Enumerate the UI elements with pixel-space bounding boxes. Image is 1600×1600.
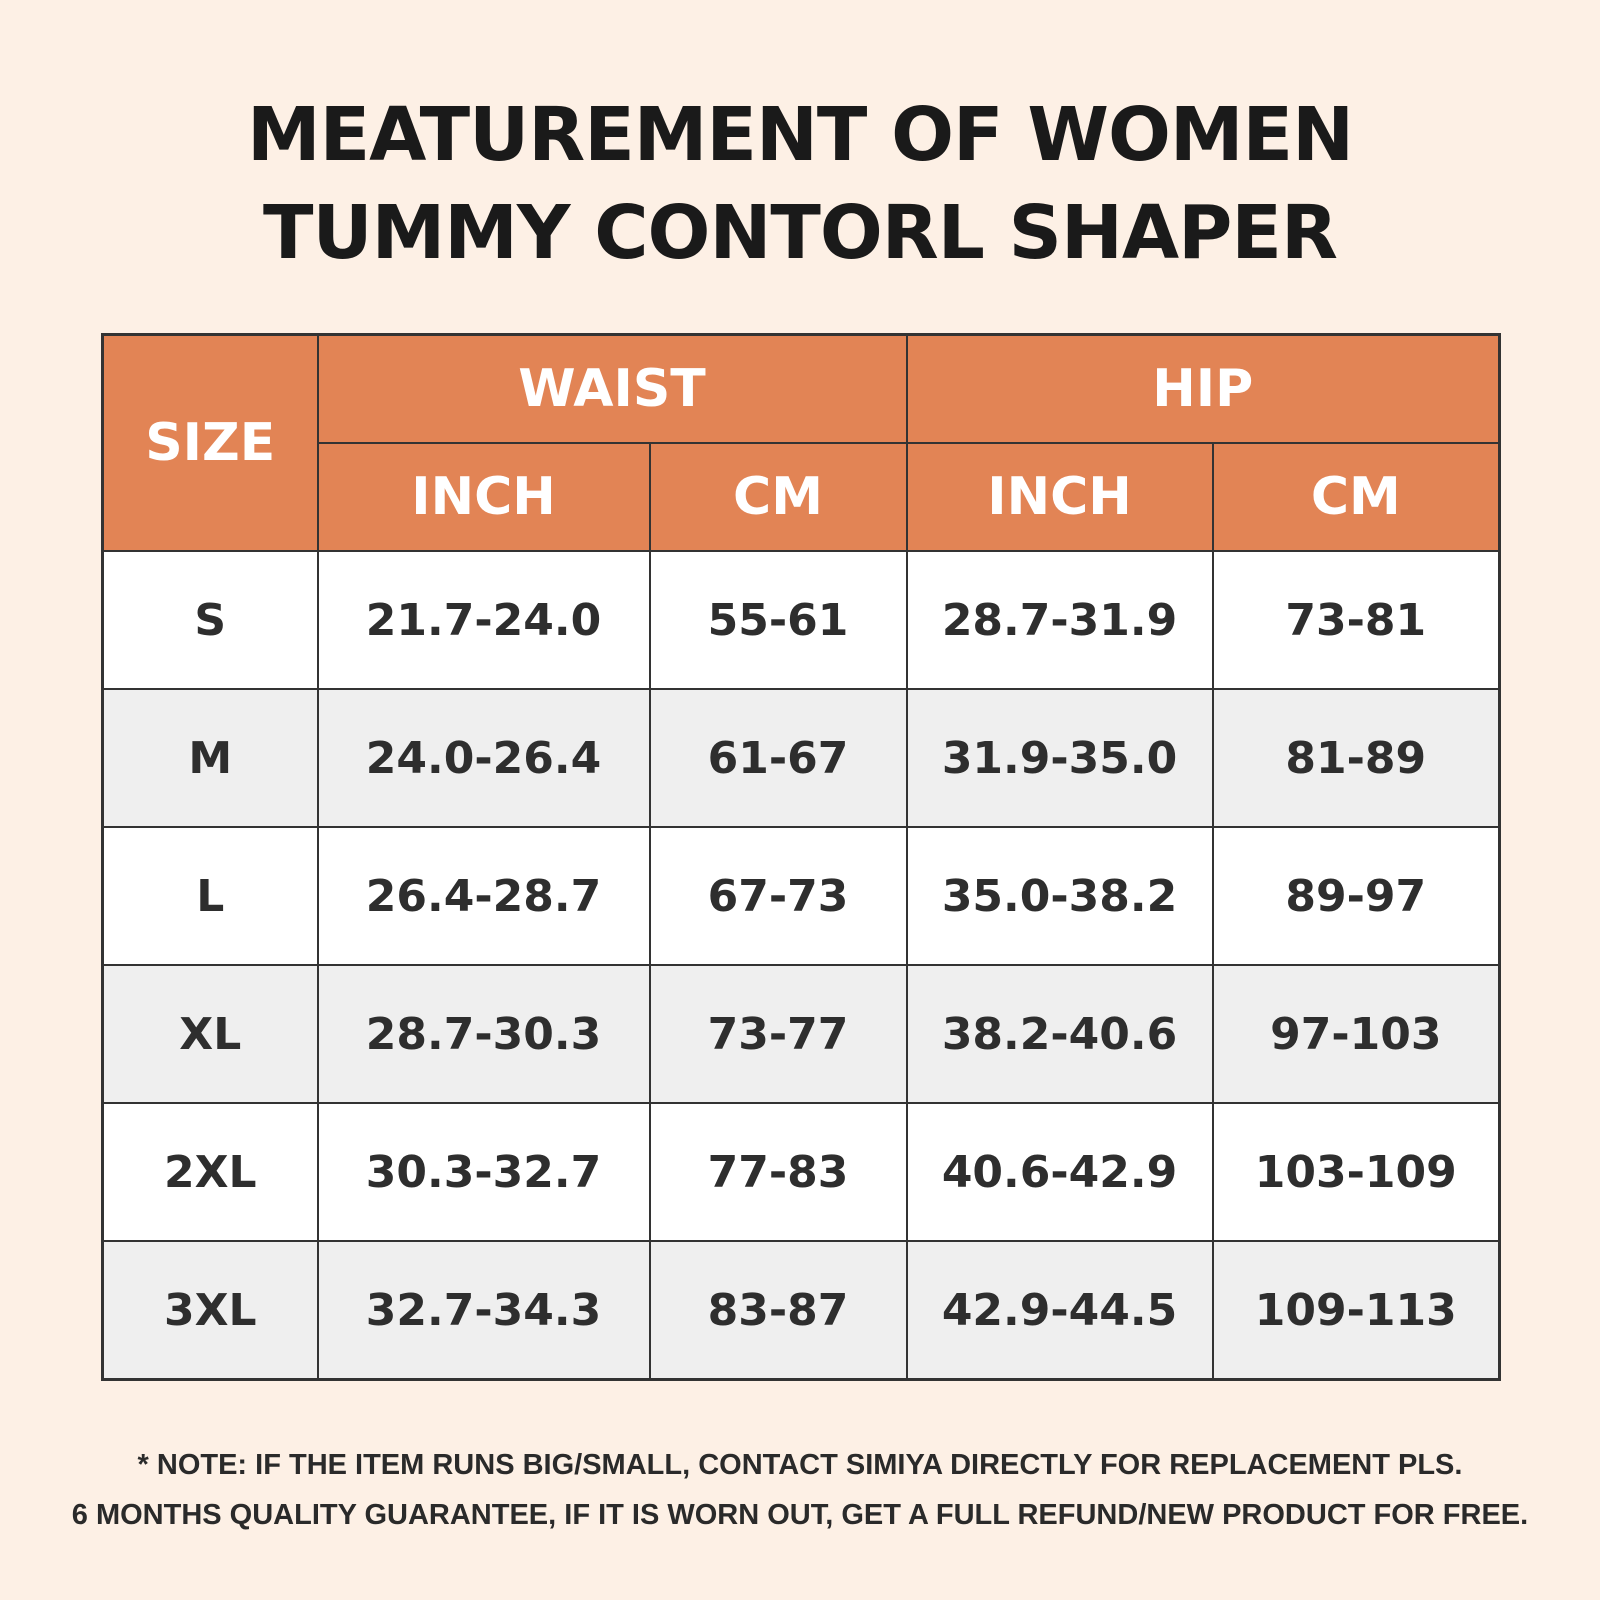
- table-row: XL 28.7-30.3 73-77 38.2-40.6 97-103: [101, 964, 1501, 1104]
- cell-size: 3XL: [101, 1240, 319, 1381]
- header-waist-inch: INCH: [316, 442, 651, 552]
- header-hip-inch: INCH: [905, 442, 1214, 552]
- cell-waist-cm: 73-77: [648, 964, 908, 1104]
- cell-hip-inch: 28.7-31.9: [905, 550, 1214, 690]
- table-row: L 26.4-28.7 67-73 35.0-38.2 89-97: [101, 826, 1501, 966]
- title-line-2: TUMMY CONTORL SHAPER: [263, 190, 1338, 276]
- cell-hip-inch: 35.0-38.2: [905, 826, 1214, 966]
- note-line-2: 6 MONTHS QUALITY GUARANTEE, IF IT IS WOR…: [71, 1499, 1529, 1531]
- header-row-groups: SIZE WAIST HIP: [101, 333, 1501, 552]
- cell-size: M: [101, 688, 319, 828]
- cell-waist-cm: 83-87: [648, 1240, 908, 1381]
- header-size: SIZE: [101, 333, 319, 552]
- header-row-units: INCH CM INCH CM: [103, 442, 1501, 552]
- cell-size: XL: [101, 964, 319, 1104]
- table-row: M 24.0-26.4 61-67 31.9-35.0 81-89: [101, 688, 1501, 828]
- title-line-1: MEATUREMENT OF WOMEN: [246, 92, 1354, 178]
- cell-hip-cm: 89-97: [1211, 826, 1501, 966]
- cell-waist-inch: 28.7-30.3: [316, 964, 651, 1104]
- note-line-1: * NOTE: IF THE ITEM RUNS BIG/SMALL, CONT…: [137, 1449, 1463, 1481]
- cell-hip-cm: 97-103: [1211, 964, 1501, 1104]
- cell-waist-inch: 21.7-24.0: [316, 550, 651, 690]
- header-hip-cm: CM: [1211, 442, 1501, 552]
- cell-hip-cm: 81-89: [1211, 688, 1501, 828]
- table-row: 3XL 32.7-34.3 83-87 42.9-44.5 109-113: [101, 1240, 1501, 1381]
- header-waist: WAIST: [316, 333, 908, 444]
- cell-waist-cm: 77-83: [648, 1102, 908, 1242]
- table-row: 2XL 30.3-32.7 77-83 40.6-42.9 103-109: [101, 1102, 1501, 1242]
- cell-size: L: [101, 826, 319, 966]
- cell-waist-cm: 61-67: [648, 688, 908, 828]
- cell-hip-inch: 42.9-44.5: [905, 1240, 1214, 1381]
- cell-waist-cm: 55-61: [648, 550, 908, 690]
- size-chart-table: SIZE WAIST HIP INCH CM INCH CM S 21.7-24…: [101, 333, 1502, 1381]
- header-waist-cm: CM: [648, 442, 908, 552]
- cell-hip-inch: 40.6-42.9: [905, 1102, 1214, 1242]
- cell-waist-cm: 67-73: [648, 826, 908, 966]
- cell-waist-inch: 24.0-26.4: [316, 688, 651, 828]
- cell-hip-cm: 109-113: [1211, 1240, 1501, 1381]
- cell-hip-inch: 31.9-35.0: [905, 688, 1214, 828]
- footer-note: * NOTE: IF THE ITEM RUNS BIG/SMALL, CONT…: [0, 1440, 1600, 1540]
- cell-waist-inch: 30.3-32.7: [316, 1102, 651, 1242]
- cell-size: S: [101, 550, 319, 690]
- header-hip: HIP: [905, 333, 1501, 444]
- cell-hip-cm: 103-109: [1211, 1102, 1501, 1242]
- cell-hip-cm: 73-81: [1211, 550, 1501, 690]
- cell-waist-inch: 32.7-34.3: [316, 1240, 651, 1381]
- cell-hip-inch: 38.2-40.6: [905, 964, 1214, 1104]
- page-title: MEATUREMENT OF WOMEN TUMMY CONTORL SHAPE…: [0, 86, 1600, 282]
- table-row: S 21.7-24.0 55-61 28.7-31.9 73-81: [101, 550, 1501, 690]
- cell-waist-inch: 26.4-28.7: [316, 826, 651, 966]
- cell-size: 2XL: [101, 1102, 319, 1242]
